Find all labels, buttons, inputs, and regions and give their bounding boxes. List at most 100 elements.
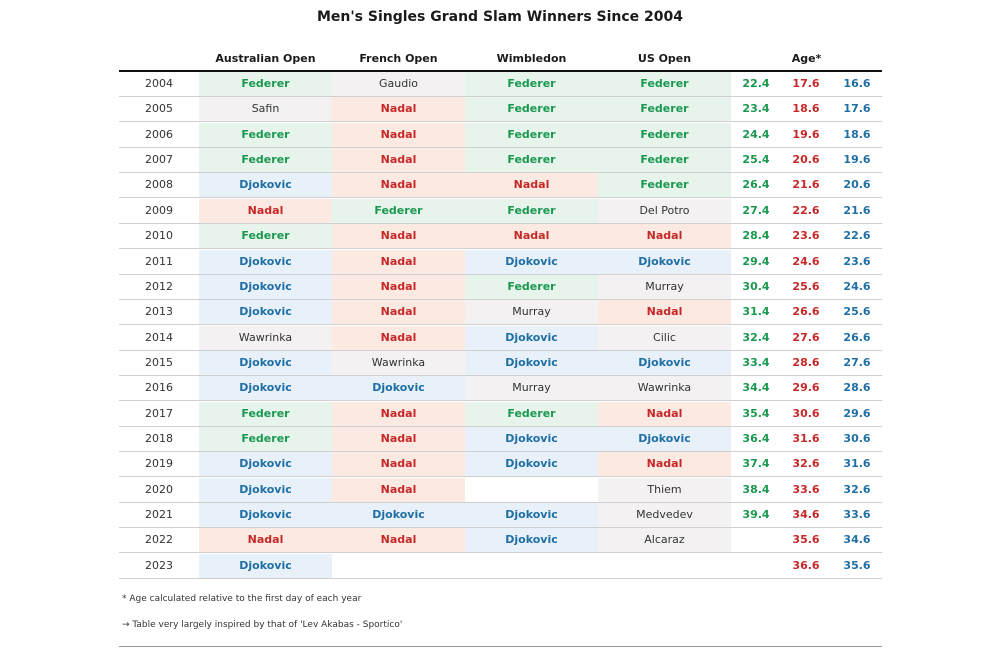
year-cell: 2022 (145, 533, 173, 547)
age-nadal-cell: 29.6 (792, 381, 820, 395)
australian-open-winner-cell: Djokovic (199, 553, 332, 578)
table-row: 2012 Djokovic Nadal Federer Murray 30.4 25.6 24… (119, 274, 882, 300)
age-djokovic-cell: 19.6 (843, 153, 871, 167)
year-cell: 2014 (145, 330, 173, 344)
age-nadal-cell: 28.6 (792, 355, 820, 369)
wimbledon-winner-cell: Murray (465, 376, 598, 401)
french-open-winner-cell: Nadal (332, 528, 465, 553)
age-nadal-cell: 25.6 (792, 279, 820, 293)
age-djokovic-cell: 29.6 (843, 406, 871, 420)
age-djokovic-cell: 18.6 (843, 127, 871, 141)
age-federer-cell: 32.4 (742, 330, 770, 344)
wimbledon-winner-cell: Federer (465, 122, 598, 147)
australian-open-winner-cell: Federer (199, 401, 332, 426)
us-open-winner-cell: Nadal (598, 452, 731, 477)
age-djokovic-cell: 26.6 (843, 330, 871, 344)
age-nadal-cell: 23.6 (792, 229, 820, 243)
age-federer-cell: 22.4 (742, 77, 770, 90)
age-djokovic-cell: 28.6 (843, 381, 871, 395)
wimbledon-winner-cell: Djokovic (465, 249, 598, 274)
age-federer-cell: 28.4 (742, 229, 770, 243)
french-open-winner-cell: Nadal (332, 97, 465, 122)
year-cell: 2010 (145, 229, 173, 243)
year-cell: 2012 (145, 279, 173, 293)
french-open-winner-cell: Nadal (332, 426, 465, 451)
wimbledon-winner-cell: Federer (465, 72, 598, 96)
age-federer-cell: 29.4 (742, 254, 770, 268)
year-cell: 2018 (145, 431, 173, 445)
age-nadal-cell: 20.6 (792, 153, 820, 167)
australian-open-winner-cell: Djokovic (199, 376, 332, 401)
header-australian-open: Australian Open (215, 52, 316, 65)
us-open-winner-cell: Thiem (598, 477, 731, 502)
age-djokovic-cell: 34.6 (843, 533, 871, 547)
age-federer-cell: 24.4 (742, 127, 770, 141)
age-federer-cell: 34.4 (742, 381, 770, 395)
french-open-winner-cell: Nadal (332, 401, 465, 426)
age-federer-cell: 25.4 (742, 153, 770, 167)
header-wimbledon: Wimbledon (496, 52, 567, 65)
age-federer-cell: 33.4 (742, 355, 770, 369)
french-open-winner-cell (332, 554, 465, 578)
french-open-winner-cell: Nadal (332, 300, 465, 325)
year-cell: 2009 (145, 203, 173, 217)
age-nadal-cell: 26.6 (792, 305, 820, 319)
age-nadal-cell: 17.6 (792, 77, 820, 90)
year-cell: 2016 (145, 381, 173, 395)
table-row: 2004 Federer Gaudio Federer Federer 22.4 17.6 1… (119, 72, 882, 97)
table-row: 2007 Federer Nadal Federer Federer 25.4 20.6 19… (119, 148, 882, 174)
year-cell: 2005 (145, 102, 173, 116)
french-open-winner-cell: Nadal (332, 249, 465, 274)
age-nadal-cell: 36.6 (792, 558, 820, 572)
age-djokovic-cell: 20.6 (843, 178, 871, 192)
age-djokovic-cell: 35.6 (843, 558, 871, 572)
table-row: 2008 Djokovic Nadal Nadal Federer 26.4 21.6 20.… (119, 173, 882, 199)
wimbledon-winner-cell: Djokovic (465, 452, 598, 477)
year-cell: 2019 (145, 457, 173, 471)
year-cell: 2021 (145, 508, 173, 521)
french-open-winner-cell: Djokovic (332, 376, 465, 401)
age-nadal-cell: 21.6 (792, 178, 820, 192)
age-nadal-cell: 33.6 (792, 482, 820, 496)
table-row: 2021 Djokovic Djokovic Djokovic Medvedev 39.4… (119, 503, 882, 528)
table-row: 2013 Djokovic Nadal Murray Nadal 31.4 26.6 25.6 (119, 300, 882, 326)
age-nadal-cell: 34.6 (792, 508, 820, 521)
age-nadal-cell: 30.6 (792, 406, 820, 420)
age-federer-cell (736, 554, 776, 578)
wimbledon-winner-cell: Nadal (465, 173, 598, 198)
header-us-open: US Open (637, 52, 692, 65)
table-row: 2014 Wawrinka Nadal Djokovic Cilic 32.4 27.6 26… (119, 325, 882, 351)
age-federer-cell: 30.4 (742, 279, 770, 293)
us-open-winner-cell: Wawrinka (598, 376, 731, 401)
year-cell: 2011 (145, 254, 173, 268)
table-row: 2015 Djokovic Wawrinka Djokovic Djokovic 33.4… (119, 350, 882, 376)
french-open-winner-cell: Djokovic (332, 503, 465, 527)
year-cell: 2013 (145, 305, 173, 319)
australian-open-winner-cell: Federer (199, 426, 332, 451)
french-open-winner-cell: Federer (332, 198, 465, 223)
age-federer-cell: 26.4 (742, 178, 770, 192)
age-federer-cell: 31.4 (742, 305, 770, 319)
australian-open-winner-cell: Nadal (199, 528, 332, 553)
wimbledon-winner-cell: Federer (465, 198, 598, 223)
age-djokovic-cell: 31.6 (843, 457, 871, 471)
age-federer-cell (736, 528, 776, 552)
table-row: 2005 Safin Nadal Federer Federer 23.4 18.6 17.6 (119, 97, 882, 123)
australian-open-winner-cell: Federer (199, 122, 332, 147)
wimbledon-winner-cell: Murray (465, 300, 598, 325)
age-federer-cell: 38.4 (742, 482, 770, 496)
french-open-winner-cell: Nadal (332, 148, 465, 173)
us-open-winner-cell: Federer (598, 97, 731, 122)
table-row: 2010 Federer Nadal Nadal Nadal 28.4 23.6 22.6 (119, 224, 882, 250)
age-djokovic-cell: 27.6 (843, 355, 871, 369)
australian-open-winner-cell: Djokovic (199, 249, 332, 274)
us-open-winner-cell: Federer (598, 148, 731, 173)
age-nadal-cell: 24.6 (792, 254, 820, 268)
table-row: 2011 Djokovic Nadal Djokovic Djokovic 29.4 24.… (119, 249, 882, 275)
header-rule (119, 70, 882, 72)
age-djokovic-cell: 25.6 (843, 305, 871, 319)
wimbledon-winner-cell (465, 478, 598, 502)
table-row: 2006 Federer Nadal Federer Federer 24.4 19.6 18… (119, 122, 882, 148)
wimbledon-winner-cell: Nadal (465, 224, 598, 249)
us-open-winner-cell: Federer (598, 122, 731, 147)
